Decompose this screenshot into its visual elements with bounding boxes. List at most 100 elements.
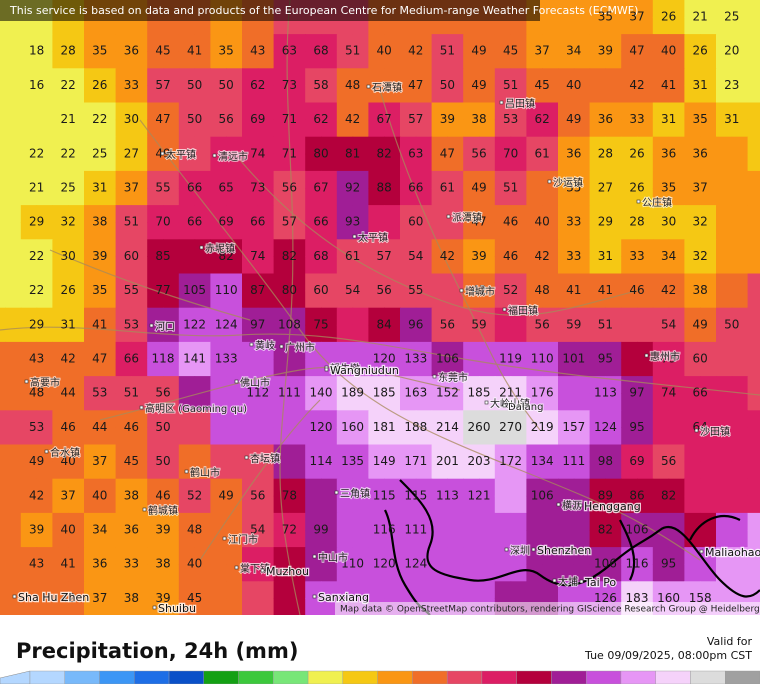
cell [731,359,749,377]
precip-value: 60 [313,283,328,297]
cell [52,85,69,104]
cell [747,290,760,309]
cell [0,51,6,69]
cell [321,495,338,514]
precip-value: 149 [373,454,396,468]
cell [542,564,559,582]
cell [131,376,148,394]
cell [178,102,196,121]
cell [368,341,385,360]
cell [226,85,243,104]
cell [178,547,196,565]
precip-value: 73 [282,78,297,92]
cell [558,341,575,360]
cell [99,530,117,548]
cell [163,598,180,617]
precip-value: 16 [29,78,44,92]
cell [99,598,117,617]
cell [747,222,760,240]
cell [147,170,164,189]
cell [494,51,512,69]
place-label: 东莞市 [438,371,468,384]
cell [273,290,290,309]
cell [147,564,164,582]
cell [68,461,85,480]
precip-value: 45 [503,44,518,58]
cell [52,427,69,446]
place-label: 望牛墩 [330,362,360,375]
cell [273,17,290,35]
cell [573,410,591,428]
precip-value: 42 [29,488,44,502]
precip-value: 31 [92,181,107,195]
cell [621,273,638,292]
cell [637,51,654,69]
cell [273,581,290,599]
cell [147,530,164,548]
cell [731,205,749,223]
cell [747,136,760,155]
cell [99,393,117,411]
cell [257,478,275,497]
cell [668,341,685,360]
cell [163,547,180,565]
cell [431,461,448,480]
cell [431,376,448,394]
cell [747,51,760,69]
cell [415,170,433,189]
cell [384,222,401,240]
cell [463,222,480,240]
cell [731,34,749,52]
cell [257,461,275,480]
cell [289,376,306,394]
cell [20,119,38,138]
place-label: 鹤城镇 [148,504,178,517]
cell [131,205,148,223]
valid-label: Valid for [707,635,753,648]
cell [542,273,559,292]
cell [605,324,622,343]
cell [652,324,670,343]
cell [637,376,654,394]
cell [0,34,6,52]
cell [415,239,433,257]
cell [226,530,243,548]
cell [431,256,448,275]
cell [194,512,211,531]
cell [431,153,448,172]
cell [289,85,306,104]
precip-value: 121 [468,488,491,502]
legend-swatch [342,670,378,685]
cell [163,581,180,599]
cell [194,410,211,428]
cell [36,17,53,35]
cell [637,205,654,223]
cell [684,256,701,275]
cell [463,581,480,599]
cell [36,393,53,411]
cell [463,273,480,292]
cell [479,427,496,446]
precip-value: 133 [215,352,238,366]
cell [447,478,464,497]
cell [668,359,685,377]
precip-value: 30 [661,215,676,229]
precip-value: 37 [124,181,139,195]
cell [700,170,717,189]
precip-value: 42 [345,112,360,126]
place-label: 太平镇 [166,148,196,161]
cell [637,17,654,35]
cell [747,393,760,411]
precip-value: 39 [29,523,44,537]
cell [716,256,733,275]
place-dot [222,536,227,541]
cell [716,239,733,257]
cell [716,393,733,411]
cell [384,307,401,326]
cell [510,410,527,428]
cell [668,495,685,514]
cell [68,119,85,138]
cell [0,273,6,292]
cell [684,170,701,189]
